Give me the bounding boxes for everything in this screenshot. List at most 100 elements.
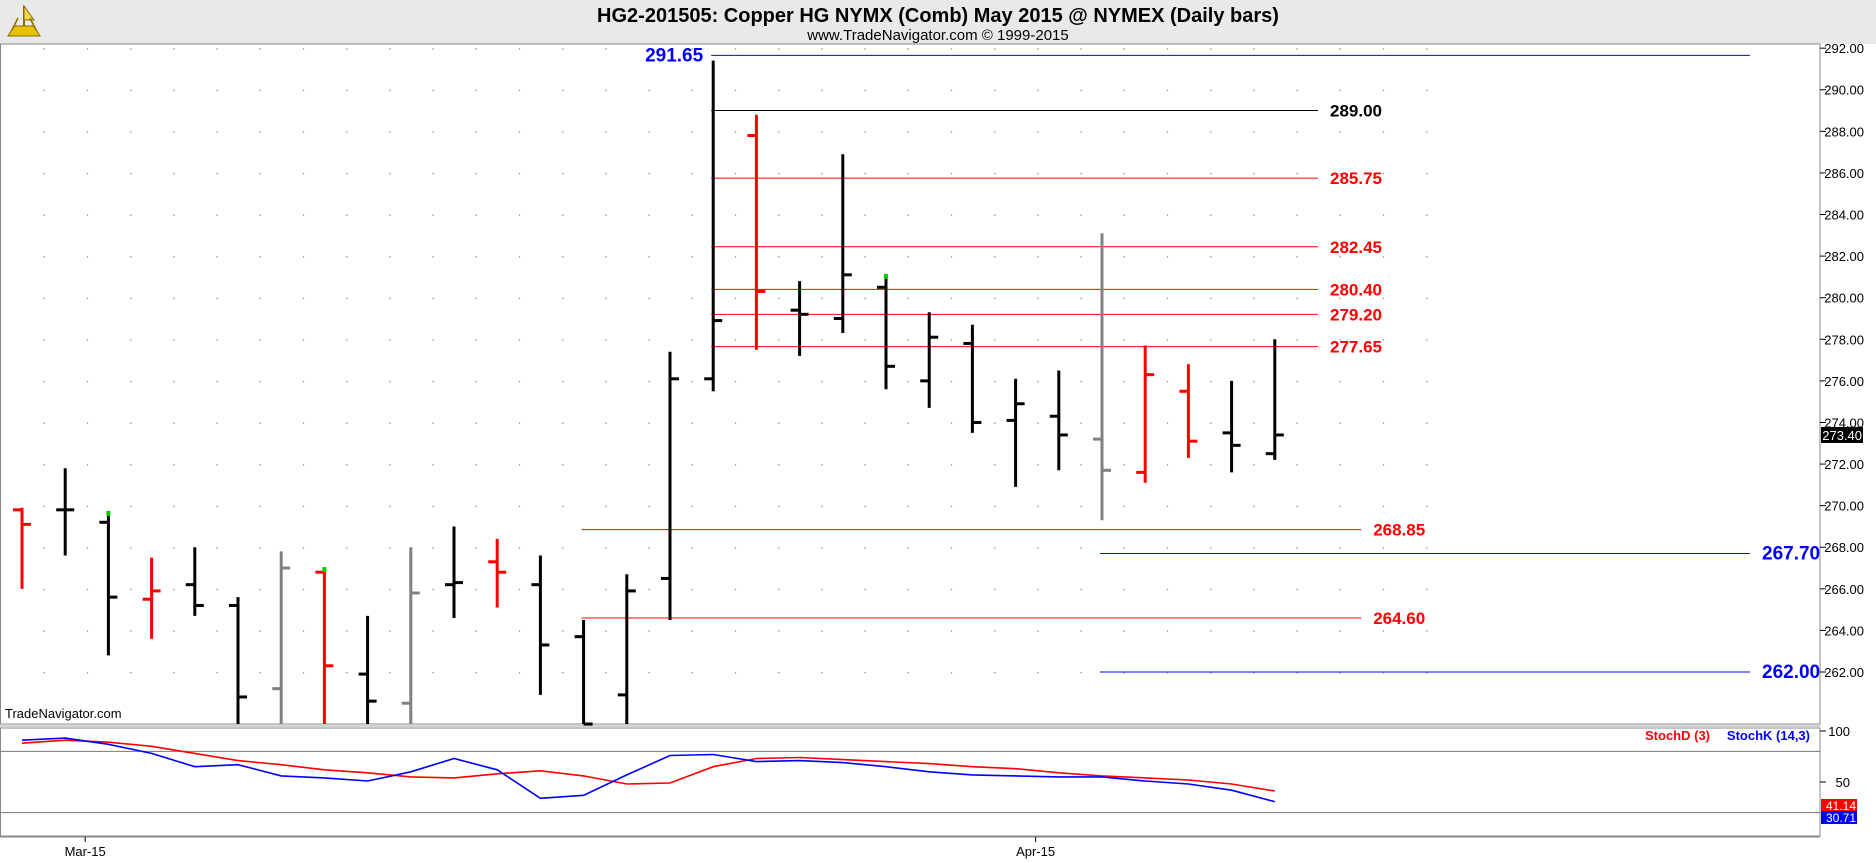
grid-dot: [389, 380, 391, 383]
grid-dot: [1296, 256, 1298, 258]
grid-dot: [821, 505, 823, 508]
stoch-last-badge: [1821, 811, 1857, 824]
grid-dot: [1210, 131, 1212, 133]
grid-dot: [259, 339, 261, 341]
grid-dot: [389, 464, 391, 466]
grid-dot: [1382, 214, 1385, 216]
grid-dot: [86, 256, 89, 258]
grid-dot: [778, 297, 780, 300]
grid-dot: [734, 256, 737, 258]
grid-dot: [1253, 48, 1255, 50]
grid-dot: [1426, 89, 1428, 92]
grid-dot: [518, 630, 521, 632]
grid-dot: [821, 380, 823, 383]
grid-dot: [1339, 131, 1341, 133]
grid-dot: [994, 131, 996, 133]
grid-dot: [216, 214, 218, 216]
grid-dot: [1253, 214, 1255, 216]
grid-dot: [605, 422, 607, 424]
y-tick-label: 292.00: [1824, 41, 1864, 56]
grid-dot: [1339, 256, 1341, 258]
grid-dot: [648, 214, 650, 216]
grid-dot: [994, 172, 996, 175]
grid-dot: [1166, 339, 1169, 341]
grid-dot: [691, 214, 693, 216]
grid-dot: [1382, 630, 1385, 632]
grid-dot: [1426, 464, 1428, 466]
grid-dot: [907, 464, 909, 466]
x-tick-label: Mar-15: [65, 844, 106, 859]
grid-dot: [216, 630, 218, 632]
grid-dot: [1382, 464, 1385, 466]
grid-dot: [346, 48, 348, 50]
grid-dot: [43, 630, 45, 632]
grid-dot: [864, 464, 866, 466]
grid-dot: [130, 505, 132, 508]
grid-dot: [648, 547, 650, 549]
grid-dot: [1037, 297, 1039, 300]
grid-dot: [950, 422, 953, 424]
grid-dot: [821, 297, 823, 300]
grid-dot: [1339, 214, 1341, 216]
chart-subtitle: www.TradeNavigator.com © 1999-2015: [806, 27, 1068, 44]
y-tick-label: 266.00: [1824, 582, 1864, 597]
grid-dot: [950, 464, 953, 466]
grid-dot: [648, 172, 650, 175]
grid-dot: [1426, 297, 1428, 300]
grid-dot: [43, 339, 45, 341]
grid-dot: [302, 422, 305, 424]
grid-dot: [950, 297, 953, 300]
grid-dot: [1166, 672, 1169, 674]
grid-dot: [821, 547, 823, 549]
grid-dot: [173, 339, 175, 341]
grid-dot: [475, 214, 477, 216]
grid-dot: [648, 422, 650, 424]
grid-dot: [691, 131, 693, 133]
grid-dot: [691, 588, 693, 591]
grid-dot: [994, 547, 996, 549]
stoch-line: [21, 739, 1275, 792]
grid-dot: [1123, 588, 1125, 591]
last-price-badge: [1821, 426, 1863, 443]
grid-dot: [1253, 172, 1255, 175]
grid-dot: [1382, 422, 1385, 424]
grid-dot: [994, 422, 996, 424]
grid-dot: [43, 505, 45, 508]
stoch-last-badge: [1821, 799, 1857, 812]
level-label: 262.00: [1762, 662, 1820, 683]
grid-dot: [1166, 505, 1169, 508]
grid-dot: [475, 547, 477, 549]
grid-dot: [389, 131, 391, 133]
grid-dot: [518, 214, 521, 216]
grid-dot: [475, 131, 477, 133]
grid-dot: [562, 172, 564, 175]
grid-dot: [1296, 339, 1298, 341]
grid-dot: [778, 505, 780, 508]
grid-dot: [259, 48, 261, 50]
grid-dot: [1339, 48, 1341, 50]
grid-dot: [1210, 505, 1212, 508]
grid-dot: [475, 464, 477, 466]
grid-dot: [864, 172, 866, 175]
grid-dot: [1037, 172, 1039, 175]
grid-dot: [1037, 422, 1039, 424]
grid-dot: [1210, 588, 1212, 591]
grid-dot: [1210, 339, 1212, 341]
level-label: 267.70: [1762, 543, 1820, 564]
grid-dot: [302, 172, 305, 175]
grid-dot: [691, 172, 693, 175]
grid-dot: [432, 131, 434, 133]
grid-dot: [1080, 172, 1082, 175]
grid-dot: [562, 547, 564, 549]
grid-dot: [1296, 89, 1298, 92]
grid-dot: [259, 89, 261, 92]
grid-dot: [432, 48, 434, 50]
grid-dot: [994, 630, 996, 632]
grid-dot: [173, 505, 175, 508]
grid-dot: [302, 464, 305, 466]
grid-dot: [1080, 380, 1082, 383]
signal-marker: [884, 273, 888, 279]
grid-dot: [864, 588, 866, 591]
grid-dot: [389, 256, 391, 258]
grid-dot: [475, 48, 477, 50]
